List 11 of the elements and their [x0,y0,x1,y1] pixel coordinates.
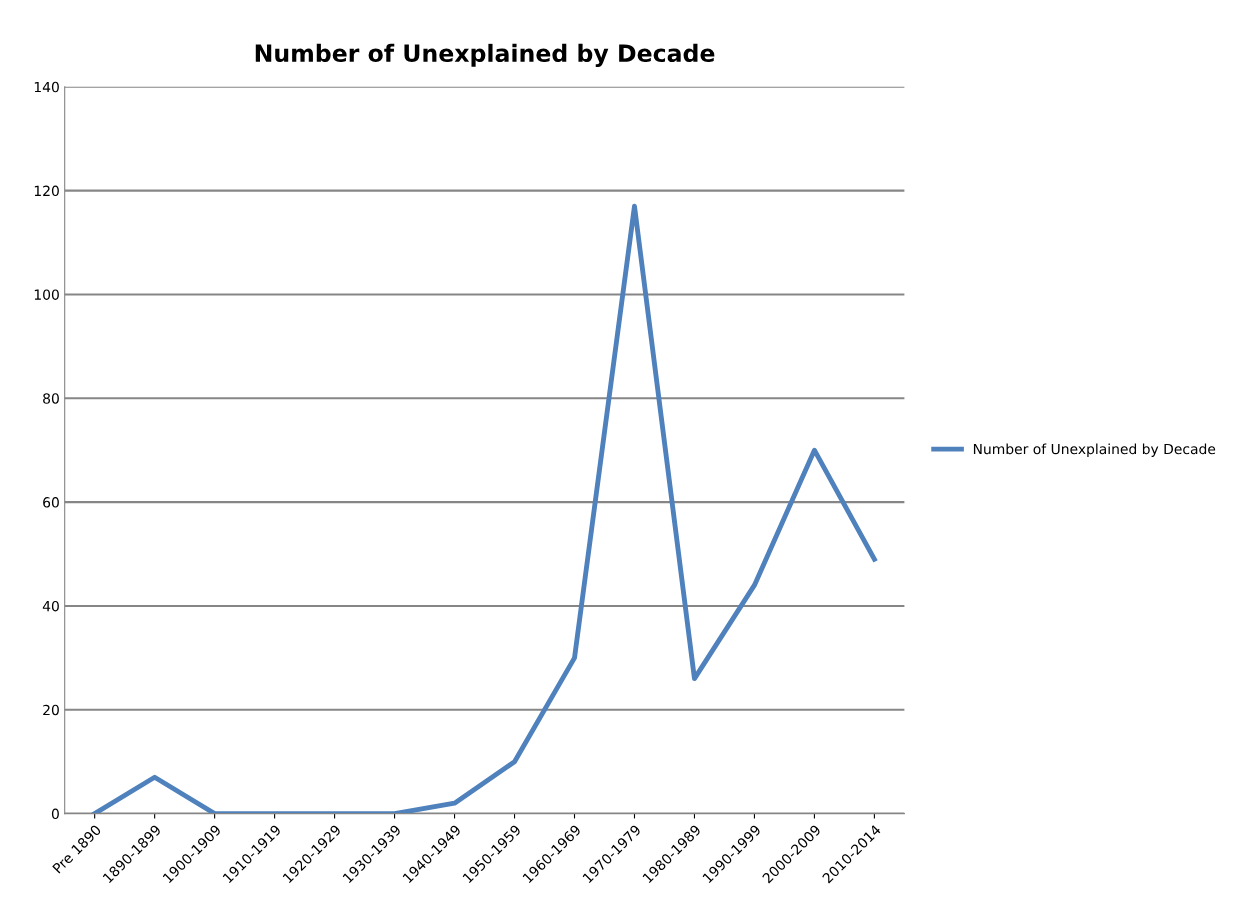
legend-label: Number of Unexplained by Decade [973,443,1216,457]
y-tick-label: 140 [34,81,59,93]
y-tick-label: 120 [34,185,59,197]
y-tick-label: 20 [43,704,59,716]
chart-title: Number of Unexplained by Decade [255,43,715,67]
y-tick-label: 60 [43,497,59,508]
y-tick-label: 100 [34,289,59,300]
y-tick-label: 0 [51,808,59,820]
line-series [92,203,877,814]
y-tick-label: 40 [42,600,59,612]
y-tick-label: 80 [43,393,59,404]
